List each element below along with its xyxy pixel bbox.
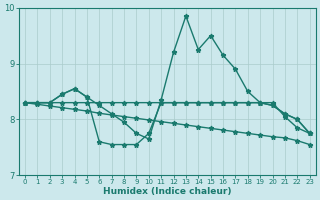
- X-axis label: Humidex (Indice chaleur): Humidex (Indice chaleur): [103, 187, 232, 196]
